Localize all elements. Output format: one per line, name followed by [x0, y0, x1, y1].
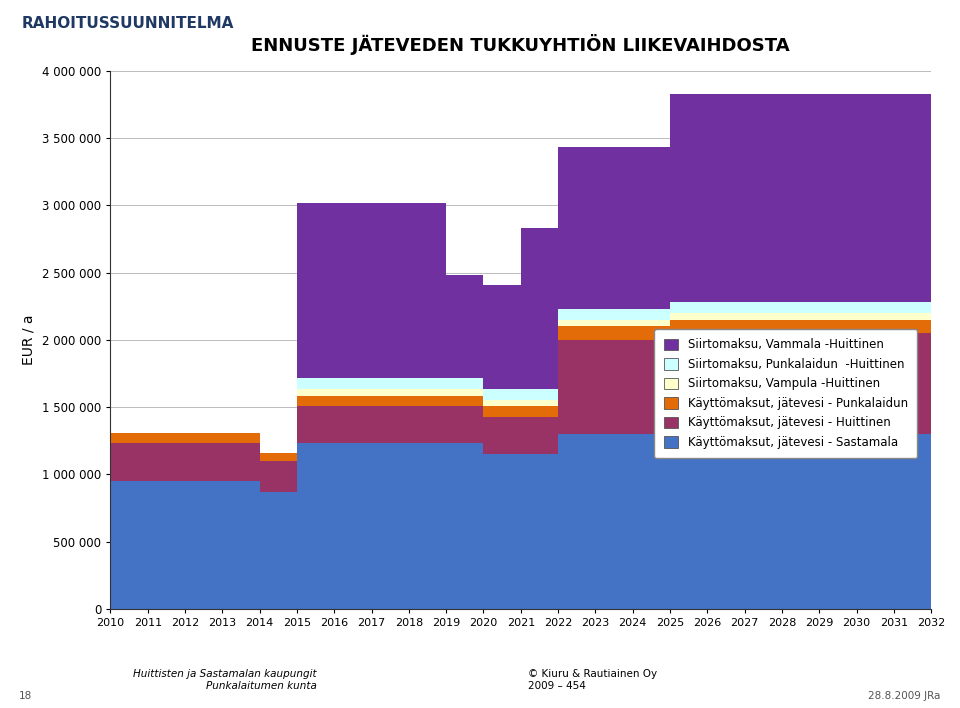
Text: © Kiuru & Rautiainen Oy
2009 – 454: © Kiuru & Rautiainen Oy 2009 – 454	[528, 669, 658, 691]
Text: Huittisten ja Sastamalan kaupungit
Punkalaitumen kunta: Huittisten ja Sastamalan kaupungit Punka…	[133, 669, 317, 691]
Text: 28.8.2009 JRa: 28.8.2009 JRa	[869, 691, 941, 701]
Text: RAHOITUSSUUNNITELMA: RAHOITUSSUUNNITELMA	[22, 16, 234, 30]
Legend: Siirtomaksu, Vammala -Huittinen, Siirtomaksu, Punkalaidun  -Huittinen, Siirtomak: Siirtomaksu, Vammala -Huittinen, Siirtom…	[655, 329, 917, 458]
Title: ENNUSTE JÄTEVEDEN TUKKUYHTIÖN LIIKEVAIHDOSTA: ENNUSTE JÄTEVEDEN TUKKUYHTIÖN LIIKEVAIHD…	[252, 35, 790, 55]
Text: 18: 18	[19, 691, 33, 701]
Y-axis label: EUR / a: EUR / a	[21, 314, 36, 365]
